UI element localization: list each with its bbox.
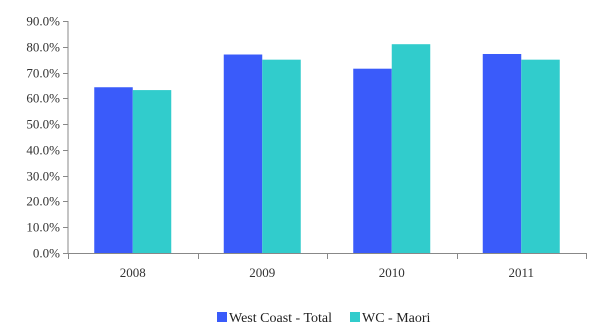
bar-west-coast-total-2010 [353,68,392,253]
x-tick-label: 2008 [120,265,146,280]
legend-label: WC - Maori [362,311,431,326]
y-tick-label: 30.0% [26,169,60,184]
y-tick-label: 20.0% [26,194,60,209]
x-tick-label: 2010 [379,265,405,280]
x-tick-label: 2011 [508,265,534,280]
bar-wc-maori-2008 [132,90,172,253]
bar-west-coast-total-2011 [482,53,522,253]
bars [94,44,560,254]
bar-west-coast-total-2009 [223,54,263,254]
x-axis: 2008 2009 2010 2011 [68,253,587,280]
legend-swatch [350,312,360,322]
y-axis: 0.0% 10.0% 20.0% 30.0% 40.0% 50.0% 60.0% 70.0% 8… [26,14,69,261]
y-tick-label: 40.0% [26,143,60,158]
legend-swatch [217,312,227,322]
y-tick-label: 80.0% [26,40,60,55]
legend-label: West Coast - Total [229,311,332,326]
bar-wc-maori-2010 [391,44,431,254]
y-tick-label: 90.0% [26,14,60,29]
bar-wc-maori-2009 [262,59,301,253]
bar-wc-maori-2011 [521,59,560,253]
bar-west-coast-total-2008 [94,87,133,253]
y-tick-label: 70.0% [26,66,60,81]
y-tick-label: 10.0% [26,220,60,235]
y-tick-label: 50.0% [26,117,60,132]
x-tick-label: 2009 [249,265,275,280]
legend: West Coast - Total WC - Maori [217,311,431,326]
y-tick-label: 60.0% [26,91,60,106]
y-tick-label: 0.0% [33,246,60,261]
